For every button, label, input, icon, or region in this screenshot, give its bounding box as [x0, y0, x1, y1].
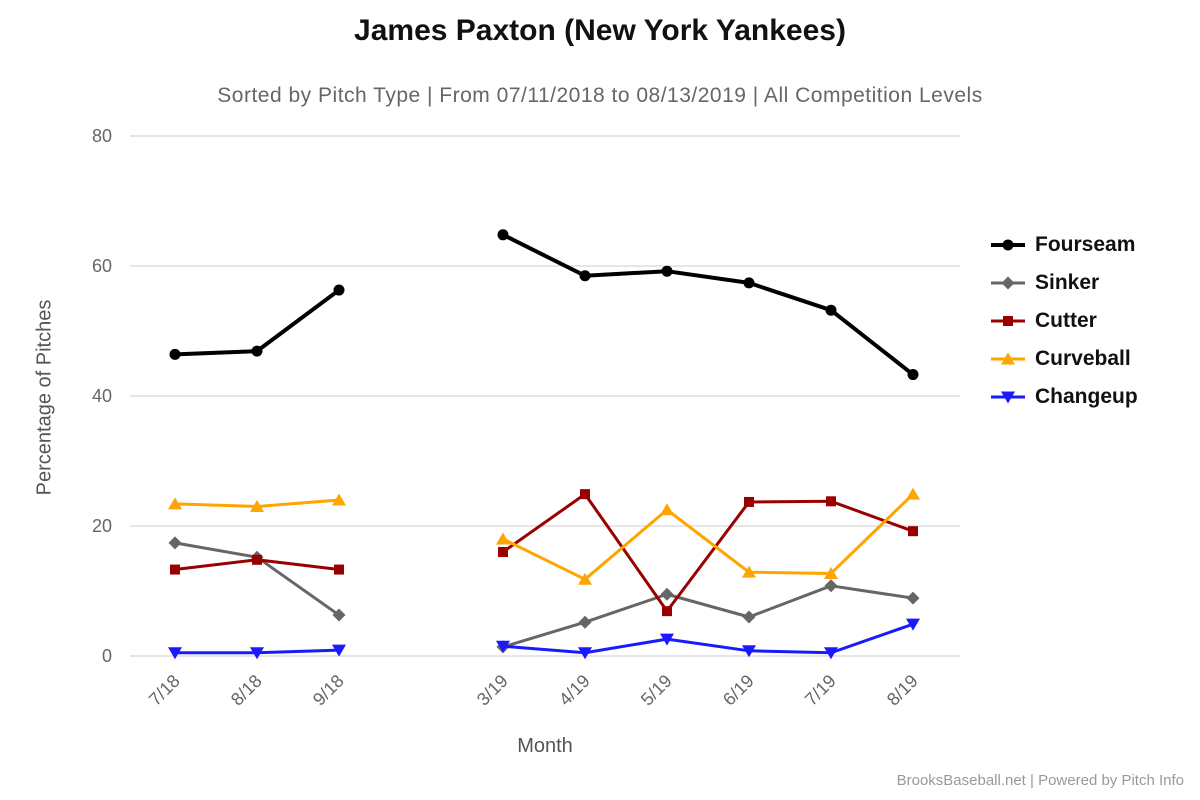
square-marker [662, 606, 672, 617]
triangle-down-marker [742, 645, 756, 658]
triangle-down-marker [1001, 391, 1015, 403]
circle-marker [825, 304, 837, 316]
triangle-up-marker [660, 503, 674, 516]
y-axis-title: Percentage of Pitches [33, 299, 56, 496]
series-line [501, 232, 915, 377]
legend-label: Cutter [1035, 308, 1097, 332]
square-marker [334, 564, 344, 575]
diamond-marker [578, 615, 592, 629]
x-tick-label: 6/19 [719, 671, 758, 710]
square-marker [826, 496, 836, 507]
series-curveball [168, 487, 920, 585]
square-marker [170, 564, 180, 575]
square-marker [1003, 315, 1013, 326]
circle-marker [497, 229, 509, 241]
square-marker [744, 496, 754, 507]
circle-marker [251, 345, 263, 357]
circle-marker [661, 265, 673, 277]
triangle-down-marker [250, 647, 264, 660]
triangle-up-marker [168, 497, 182, 510]
y-tick-label: 40 [92, 386, 112, 406]
diamond-marker [168, 536, 182, 550]
series-changeup [168, 618, 920, 660]
series-line [501, 492, 915, 613]
triangle-down-marker [906, 618, 920, 631]
circle-marker [333, 284, 345, 296]
triangle-up-marker [1001, 352, 1015, 364]
diamond-marker [332, 608, 346, 622]
x-tick-label: 7/19 [801, 671, 840, 710]
square-icon [991, 315, 1025, 326]
x-tick-label: 9/18 [309, 671, 348, 710]
triangle-down-marker [496, 640, 510, 653]
square-marker [252, 554, 262, 565]
triangle-up-icon [991, 352, 1025, 364]
diamond-icon [991, 276, 1025, 289]
series-line [501, 584, 915, 649]
diamond-marker [906, 591, 920, 605]
triangle-down-marker [332, 644, 346, 657]
x-tick-label: 8/19 [883, 671, 922, 710]
triangle-up-marker [824, 566, 838, 579]
y-tick-label: 20 [92, 516, 112, 536]
triangle-up-marker [742, 565, 756, 578]
circle-marker [907, 369, 919, 381]
legend-item-sinker: Sinker [990, 270, 1138, 295]
triangle-up-marker [250, 500, 264, 512]
circle-marker [579, 270, 591, 282]
diamond-marker [660, 587, 674, 601]
x-tick-label: 7/18 [145, 671, 184, 710]
legend-item-curveball: Curveball [990, 346, 1138, 371]
square-marker [908, 526, 918, 537]
circle-marker [1002, 239, 1014, 250]
triangle-down-icon [991, 391, 1025, 403]
series-line [173, 288, 341, 357]
chart-subtitle: Sorted by Pitch Type | From 07/11/2018 t… [217, 84, 983, 107]
triangle-up-marker [906, 487, 920, 500]
triangle-up-marker [496, 532, 510, 545]
legend-item-cutter: Cutter [990, 308, 1138, 333]
diamond-marker [742, 610, 756, 624]
legend-label: Sinker [1035, 270, 1100, 294]
chart-title: James Paxton (New York Yankees) [354, 14, 846, 47]
triangle-up-marker [332, 493, 346, 506]
triangle-down-marker [824, 647, 838, 660]
legend-label: Changeup [1035, 384, 1138, 408]
triangle-down-marker [660, 633, 674, 646]
series-fourseam [169, 229, 919, 381]
y-tick-label: 80 [92, 126, 112, 146]
circle-marker [743, 277, 755, 289]
series-line [501, 622, 915, 655]
y-tick-label: 60 [92, 256, 112, 276]
series-line [501, 492, 915, 581]
series-sinker [168, 536, 920, 654]
diamond-marker [1001, 276, 1015, 289]
legend-item-fourseam: Fourseam [990, 232, 1138, 257]
triangle-down-marker [168, 647, 182, 660]
square-marker [580, 489, 590, 500]
legend-item-changeup: Changeup [990, 384, 1138, 409]
x-axis-title: Month [517, 735, 573, 757]
circle-marker [169, 348, 181, 360]
legend-label: Curveball [1035, 346, 1131, 370]
x-tick-label: 3/19 [473, 671, 512, 710]
footer-credit: BrooksBaseball.net | Powered by Pitch In… [896, 772, 1184, 789]
circle-icon [991, 239, 1025, 250]
y-tick-label: 0 [102, 646, 112, 666]
triangle-down-marker [578, 647, 592, 660]
square-marker [498, 547, 508, 557]
chart-legend: Fourseam Sinker Cutter Curveball Changeup [990, 232, 1138, 422]
series-cutter [170, 489, 918, 617]
diamond-marker [824, 579, 838, 593]
x-tick-label: 8/18 [227, 671, 266, 710]
legend-label: Fourseam [1035, 232, 1136, 256]
x-tick-label: 5/19 [637, 671, 676, 710]
x-tick-label: 4/19 [555, 671, 594, 710]
triangle-up-marker [578, 572, 592, 585]
